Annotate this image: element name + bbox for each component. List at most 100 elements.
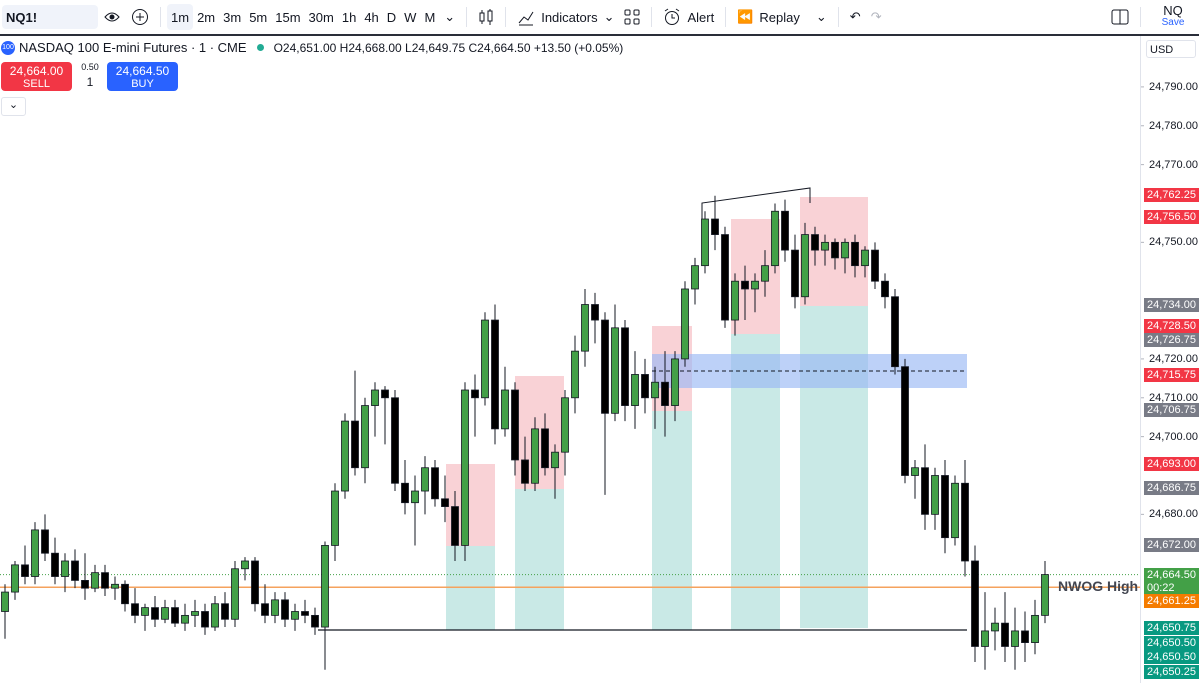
candle-body <box>231 568 239 620</box>
currency[interactable]: USD <box>1146 40 1196 58</box>
interval[interactable]: 4h <box>364 9 379 25</box>
interval-menu[interactable]: ⌄ <box>444 9 456 24</box>
separator <box>837 7 839 27</box>
replay-button[interactable]: ⏪ Replay ⌄ <box>732 3 832 31</box>
redo[interactable]: ↷ <box>870 9 882 24</box>
indicators-button[interactable]: Indicators ⌄ <box>512 3 619 31</box>
target-zone <box>446 546 495 630</box>
c-label: C <box>468 40 478 55</box>
h-value: 24,668.00 <box>348 40 402 55</box>
chart-type[interactable] <box>473 3 499 31</box>
candles <box>1 195 1049 670</box>
buy-price: 24,664.50 <box>115 63 170 78</box>
h-label: H <box>339 40 349 55</box>
interval[interactable]: 1h <box>341 9 357 25</box>
interval[interactable]: M <box>424 9 436 25</box>
candle-body <box>821 241 829 251</box>
sell-price: 24,664.00 <box>9 63 64 78</box>
price-tag-label: 24,715.75 <box>1147 369 1196 382</box>
separator <box>1140 7 1141 27</box>
candle-body <box>731 280 739 321</box>
price-tag-label: 24,686.75 <box>1147 482 1196 495</box>
quantity[interactable]: 1 <box>86 75 94 89</box>
interval[interactable]: 30m <box>308 9 334 25</box>
candle-body <box>1031 614 1039 643</box>
candle-body <box>441 498 449 507</box>
candle-body <box>201 611 209 628</box>
watch-icon[interactable] <box>98 3 126 31</box>
candle-body <box>601 319 609 414</box>
candle-body <box>111 583 119 589</box>
candle-body <box>811 234 819 251</box>
candle-body <box>781 210 789 251</box>
candle-body <box>921 467 929 515</box>
price-tag-label: 24,693.00 <box>1147 457 1196 470</box>
layout-save[interactable]: NQ Save <box>1147 3 1199 29</box>
candle-body <box>661 381 669 406</box>
candle-body <box>141 607 149 616</box>
candle-body <box>691 265 699 290</box>
panel-toggle[interactable] <box>1106 3 1134 31</box>
sell-label: SELL <box>23 77 50 90</box>
candle-body <box>1041 574 1049 616</box>
alert-button[interactable]: Alert <box>658 3 719 31</box>
candle-body <box>551 451 559 469</box>
interval[interactable]: D <box>386 9 397 25</box>
candle-body <box>371 389 379 406</box>
add-symbol[interactable] <box>126 3 154 31</box>
separator <box>651 7 653 27</box>
price-tag: 24,726.75 <box>1144 333 1199 348</box>
icon <box>1111 9 1129 25</box>
buy-button[interactable]: 24,664.50 BUY <box>107 62 178 91</box>
interval[interactable]: 15m <box>275 9 301 25</box>
interval[interactable]: W <box>404 9 417 25</box>
symbol-search[interactable]: NQ1! <box>2 5 98 29</box>
layout-name: NQ <box>1163 3 1183 18</box>
collapse-button[interactable]: ⌄ <box>1 97 26 116</box>
undo[interactable]: ↶ <box>849 9 861 24</box>
candle-body <box>621 327 629 406</box>
candle-body <box>901 366 909 476</box>
indicators-label: Indicators <box>541 9 598 25</box>
candle-body <box>801 234 809 298</box>
y-tick-label: 24,750.00 <box>1149 236 1198 249</box>
alert-label: Alert <box>687 9 715 25</box>
interval[interactable]: 2m <box>197 9 216 25</box>
price-tag: 24,762.25 <box>1144 187 1199 202</box>
candle-body <box>841 241 849 259</box>
interval[interactable]: 1m <box>167 4 194 30</box>
candle-body <box>891 296 899 368</box>
candle-body <box>521 459 529 484</box>
candle-body <box>511 389 519 461</box>
price-tag: 24,715.75 <box>1144 368 1199 383</box>
y-tick-label: 24,680.00 <box>1149 508 1198 521</box>
candle-body <box>751 280 759 290</box>
candle-body <box>581 304 589 352</box>
candle-body <box>471 389 479 399</box>
price-tag: 24,650.50 <box>1144 650 1199 664</box>
spread: 0.50 <box>81 62 99 72</box>
y-tick-label: 24,700.00 <box>1149 430 1198 443</box>
sell-button[interactable]: 24,664.00 SELL <box>1 62 72 91</box>
candle-body <box>91 572 99 589</box>
candle-body <box>161 607 169 620</box>
y-tick-label: 24,720.00 <box>1149 352 1198 365</box>
price-tag: 24,706.75 <box>1144 403 1199 418</box>
interval[interactable]: 5m <box>249 9 268 25</box>
candle-body <box>641 374 649 399</box>
layouts[interactable] <box>619 3 645 31</box>
candle-body <box>291 611 299 620</box>
candle-body <box>221 603 229 620</box>
icon <box>479 9 493 25</box>
candle-body <box>681 288 689 360</box>
interval[interactable]: 3m <box>223 9 242 25</box>
replay-label: Replay <box>759 9 800 25</box>
chart: NWOG High <box>0 86 1144 670</box>
market-status <box>256 44 264 51</box>
price-tag-label: 24,650.50 <box>1147 636 1196 649</box>
candle-body <box>831 241 839 259</box>
candle-body <box>951 482 959 539</box>
price-tag: 24,734.00 <box>1144 297 1199 312</box>
candle-body <box>251 560 259 605</box>
